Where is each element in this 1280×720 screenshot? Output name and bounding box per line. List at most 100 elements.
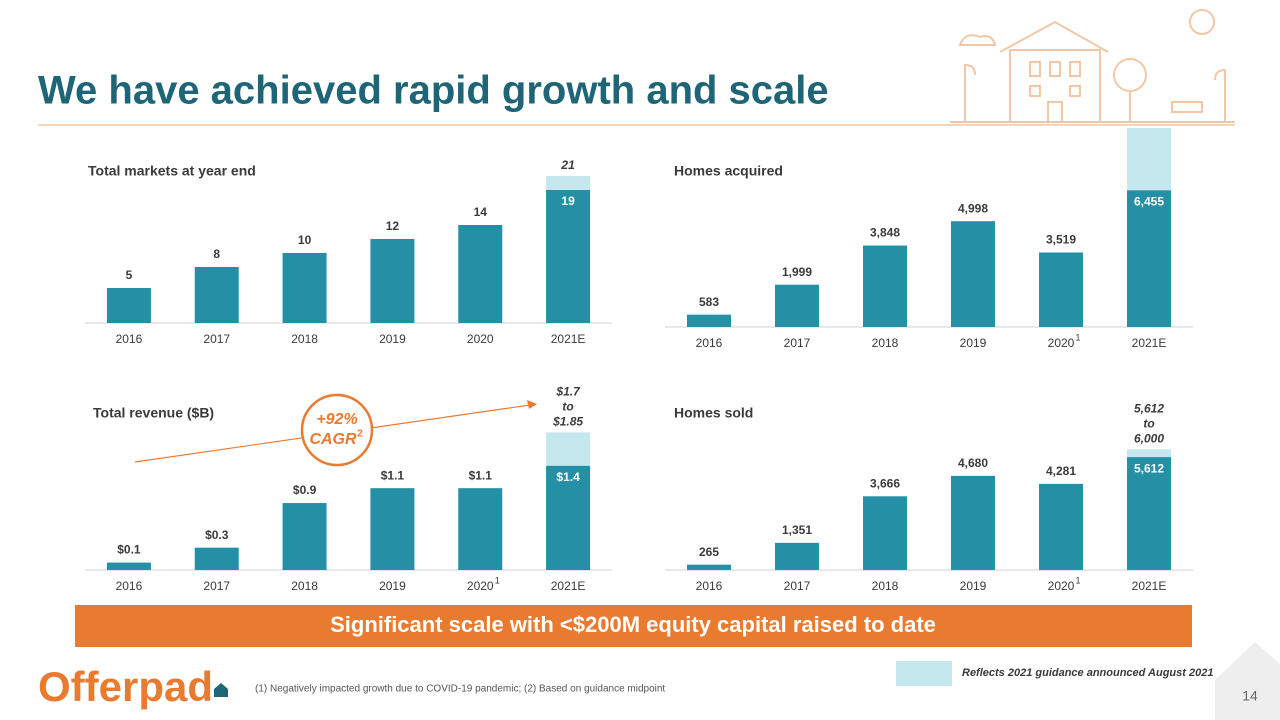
- x-tick-label: 2016: [116, 332, 143, 346]
- value-label: 4,281: [1046, 464, 1076, 478]
- value-label: $0.3: [205, 528, 229, 542]
- x-tick-label: 2019: [379, 332, 406, 346]
- footnote: (1) Negatively impacted growth due to CO…: [255, 684, 665, 695]
- bar: [458, 225, 503, 323]
- x-tick-label: 2017: [203, 332, 230, 346]
- x-tick-label: 2018: [872, 579, 899, 593]
- value-label: 3,519: [1046, 233, 1076, 247]
- logo: Offerpad: [38, 663, 213, 710]
- value-label: 265: [699, 545, 719, 559]
- x-tick-label: 2021E: [1132, 579, 1167, 593]
- bar: [951, 221, 995, 327]
- value-label: $0.9: [293, 483, 317, 497]
- category-note: 1: [1075, 575, 1080, 585]
- bar: [458, 488, 503, 570]
- x-tick-label: 2019: [960, 579, 987, 593]
- bar: [1127, 457, 1171, 570]
- x-tick-label: 2020: [467, 579, 494, 593]
- value-label: 8: [213, 247, 220, 261]
- bar: [687, 564, 731, 570]
- value-label: 6,455: [1134, 195, 1164, 209]
- bar: [863, 245, 907, 327]
- bar: [370, 488, 415, 570]
- banner-text: Significant scale with <$200M equity cap…: [330, 612, 936, 637]
- x-tick-label: 2018: [872, 336, 899, 350]
- value-label: 19: [561, 194, 575, 208]
- house-illustration: [950, 9, 1235, 123]
- value-label: $0.1: [117, 543, 141, 557]
- legend-label: Reflects 2021 guidance announced August …: [962, 667, 1213, 679]
- value-label: $1.4: [556, 470, 580, 484]
- bar: [546, 190, 591, 323]
- category-note: 1: [495, 575, 500, 585]
- bar: [1039, 252, 1083, 327]
- value-label: $1.1: [381, 468, 405, 482]
- bar: [282, 503, 327, 570]
- page-number: 14: [1242, 688, 1258, 704]
- bar: [1039, 483, 1083, 570]
- chart-title: Homes acquired: [674, 163, 783, 179]
- charts: Total markets at year end 5 2016 8 2017 10 201…: [85, 128, 1193, 593]
- guidance-label: $1.85: [552, 415, 583, 429]
- x-tick-label: 2016: [696, 336, 723, 350]
- chart-title: Homes sold: [674, 405, 753, 421]
- bar: [194, 267, 239, 323]
- value-label: 3,848: [870, 226, 900, 240]
- guidance-label: 5,612: [1134, 402, 1164, 416]
- x-tick-label: 2019: [379, 579, 406, 593]
- cagr-note: 2: [357, 429, 363, 440]
- slide-title: We have achieved rapid growth and scale: [38, 69, 829, 113]
- page-corner: [1215, 642, 1280, 720]
- x-tick-label: 2017: [203, 579, 230, 593]
- guidance-label: to: [1143, 417, 1154, 431]
- cagr-arrowhead: [527, 400, 537, 409]
- x-tick-label: 2018: [291, 332, 318, 346]
- x-tick-label: 2021E: [551, 332, 586, 346]
- category-note: 1: [1075, 332, 1080, 342]
- x-tick-label: 2020: [1048, 336, 1075, 350]
- bar: [863, 496, 907, 570]
- value-label: 3,666: [870, 476, 900, 490]
- cagr-text: CAGR: [309, 431, 357, 448]
- x-tick-label: 2019: [960, 336, 987, 350]
- value-label: 4,998: [958, 201, 988, 215]
- x-tick-label: 2021E: [1132, 336, 1167, 350]
- chart-title: Total markets at year end: [88, 163, 256, 179]
- guidance-label: $1.7: [555, 385, 581, 399]
- x-tick-label: 2020: [467, 332, 494, 346]
- value-label: 12: [386, 219, 400, 233]
- bar: [1127, 190, 1171, 327]
- cagr-circle: [300, 393, 374, 467]
- x-tick-label: 2017: [784, 579, 811, 593]
- banner-background: [75, 605, 1192, 647]
- value-label: 5: [126, 268, 133, 282]
- guidance-label: 21: [560, 158, 575, 172]
- value-label: 1,351: [782, 523, 812, 537]
- value-label: $1.1: [469, 468, 493, 482]
- bar: [951, 475, 995, 570]
- x-tick-label: 2016: [116, 579, 143, 593]
- bar: [370, 239, 415, 323]
- x-tick-label: 2020: [1048, 579, 1075, 593]
- bar: [775, 284, 819, 327]
- value-label: 4,680: [958, 456, 988, 470]
- bar: [194, 547, 239, 570]
- x-tick-label: 2021E: [551, 579, 586, 593]
- bar: [282, 253, 327, 323]
- cagr-value: +92%: [316, 411, 357, 428]
- value-label: 14: [474, 205, 488, 219]
- x-tick-label: 2016: [696, 579, 723, 593]
- bar: [106, 288, 151, 323]
- bar: [546, 465, 591, 570]
- value-label: 583: [699, 295, 719, 309]
- bar: [687, 314, 731, 327]
- x-tick-label: 2017: [784, 336, 811, 350]
- bar: [775, 542, 819, 570]
- legend-swatch: [896, 661, 952, 686]
- x-tick-label: 2018: [291, 579, 318, 593]
- guidance-label: to: [562, 400, 573, 414]
- value-label: 5,612: [1134, 461, 1164, 475]
- value-label: 1,999: [782, 265, 812, 279]
- bar: [106, 562, 151, 570]
